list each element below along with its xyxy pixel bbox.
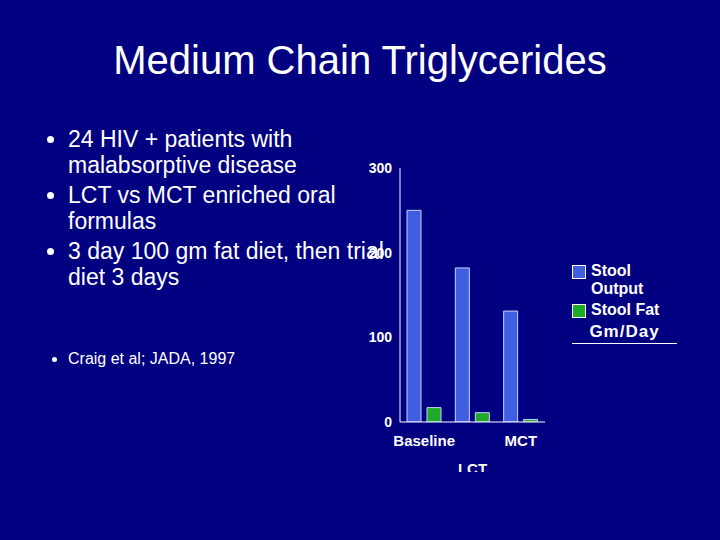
svg-text:0: 0 bbox=[384, 414, 392, 430]
svg-text:100: 100 bbox=[369, 329, 393, 345]
svg-text:LCT: LCT bbox=[458, 460, 487, 472]
svg-text:200: 200 bbox=[369, 245, 393, 261]
svg-text:MCT: MCT bbox=[505, 432, 538, 449]
svg-text:300: 300 bbox=[369, 160, 393, 176]
svg-text:Baseline: Baseline bbox=[393, 432, 455, 449]
